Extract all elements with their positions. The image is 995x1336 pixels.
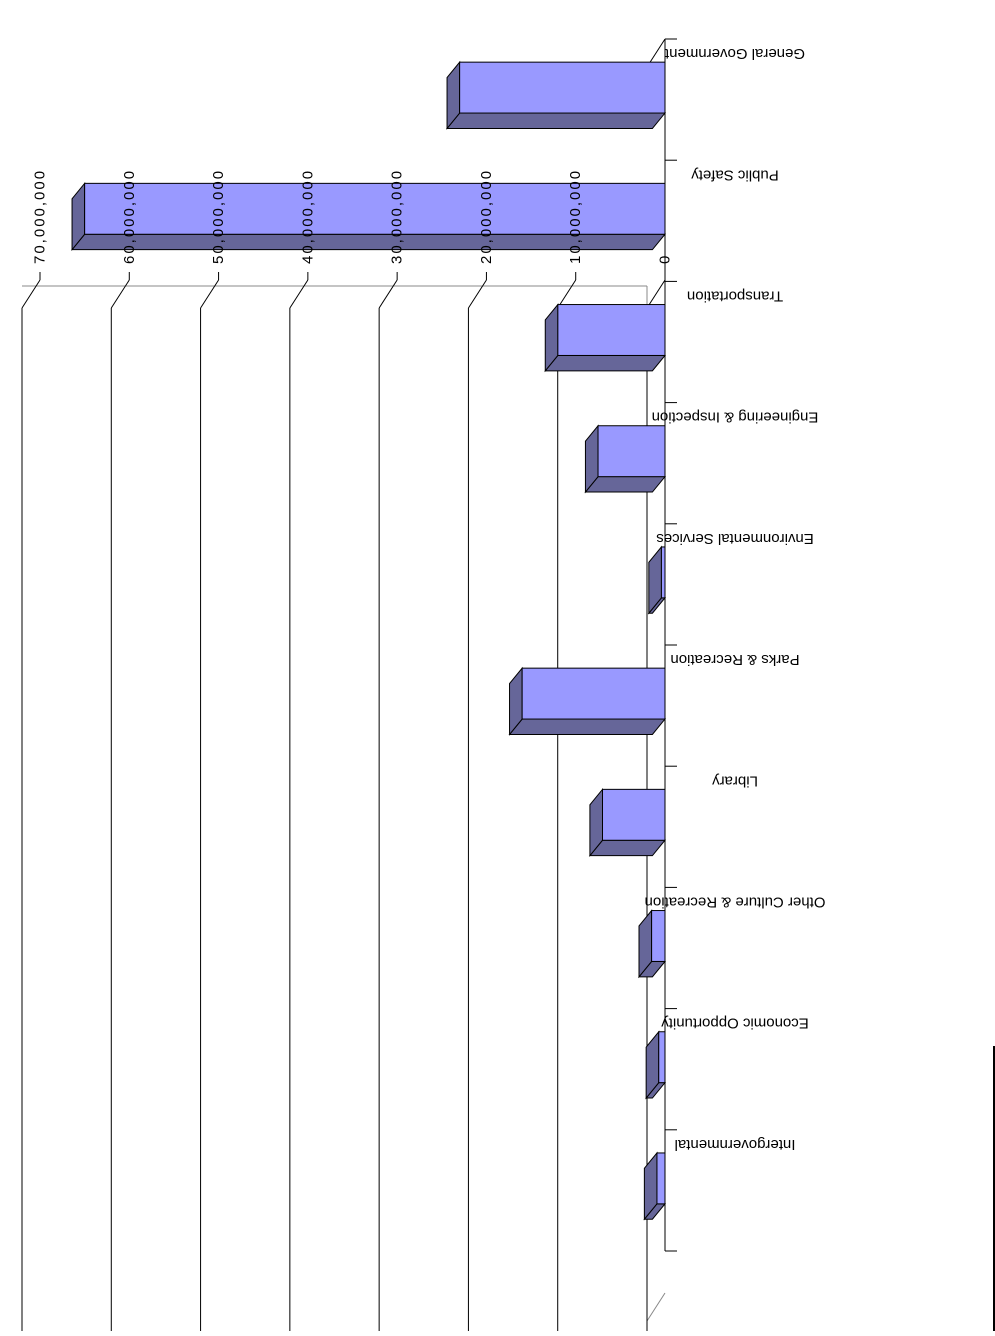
- gridline-floor: [200, 279, 219, 309]
- bar: [70, 181, 667, 252]
- category-label: Transportation: [687, 288, 783, 305]
- bar: [508, 666, 667, 736]
- bar: [637, 909, 667, 979]
- bar-top-face: [544, 354, 667, 372]
- bar: [643, 1151, 667, 1221]
- bar: [544, 303, 667, 373]
- bar: [647, 545, 667, 615]
- value-tick-label: 50,000,000: [210, 169, 227, 264]
- value-tick-label: 30,000,000: [389, 169, 406, 264]
- gridline-floor: [110, 279, 130, 309]
- bar-front-face: [602, 788, 666, 841]
- category-label: Environmental Services: [656, 530, 814, 547]
- bar-front-face: [84, 182, 666, 235]
- bar: [645, 1030, 667, 1100]
- category-label: General Government: [664, 45, 805, 62]
- bar-front-face: [651, 910, 666, 962]
- category-label: Intergovernmental: [675, 1136, 796, 1153]
- bars: [70, 60, 667, 1221]
- bar-front-face: [658, 1031, 666, 1084]
- gridline-floor: [557, 279, 577, 309]
- bar-front-face: [660, 546, 666, 599]
- bar-front-face: [557, 304, 666, 356]
- bar: [584, 424, 667, 494]
- gridline-floor: [378, 279, 398, 309]
- bar-front-face: [656, 1152, 666, 1205]
- value-tick-label: 40,000,000: [299, 169, 316, 264]
- category-label: Library: [712, 772, 758, 789]
- gridline-floor: [468, 279, 487, 309]
- gridline-floor: [21, 279, 41, 309]
- bar: [445, 60, 667, 130]
- bar: [588, 787, 667, 858]
- chart-wall: [22, 285, 666, 1322]
- bar-top-face: [584, 476, 667, 493]
- chart-rotated-group: General Government Public Safety Transport…: [21, 38, 826, 1331]
- bar-front-face: [459, 61, 666, 114]
- chart-border-line: [993, 1046, 995, 1331]
- bar-top-face: [445, 112, 667, 129]
- category-labels: General Government Public Safety Transport…: [645, 45, 826, 1153]
- value-tick-label: 10,000,000: [567, 169, 584, 264]
- value-tick-label: 70,000,000: [32, 169, 49, 264]
- bar-top-face: [508, 718, 667, 735]
- category-label: Engineering & Inspection: [652, 409, 819, 426]
- category-label: Parks & Recreation: [670, 651, 799, 668]
- value-tick-label: 20,000,000: [478, 169, 495, 264]
- gridlines: [21, 272, 666, 1331]
- gridline-floor: [646, 279, 666, 309]
- category-label: Public Safety: [691, 166, 779, 183]
- category-label: Other Culture & Recreation: [645, 894, 826, 911]
- gridline-floor: [289, 279, 309, 309]
- category-label: Economic Opportunity: [661, 1015, 809, 1032]
- value-tick-label: 0: [657, 254, 674, 264]
- bar-front-face: [521, 667, 666, 720]
- value-tick-label: 60,000,000: [121, 169, 138, 264]
- value-tick-labels: 0 10,000,000 20,000,000 30,000,000 40,000,00…: [32, 169, 674, 264]
- bar-front-face: [597, 425, 666, 478]
